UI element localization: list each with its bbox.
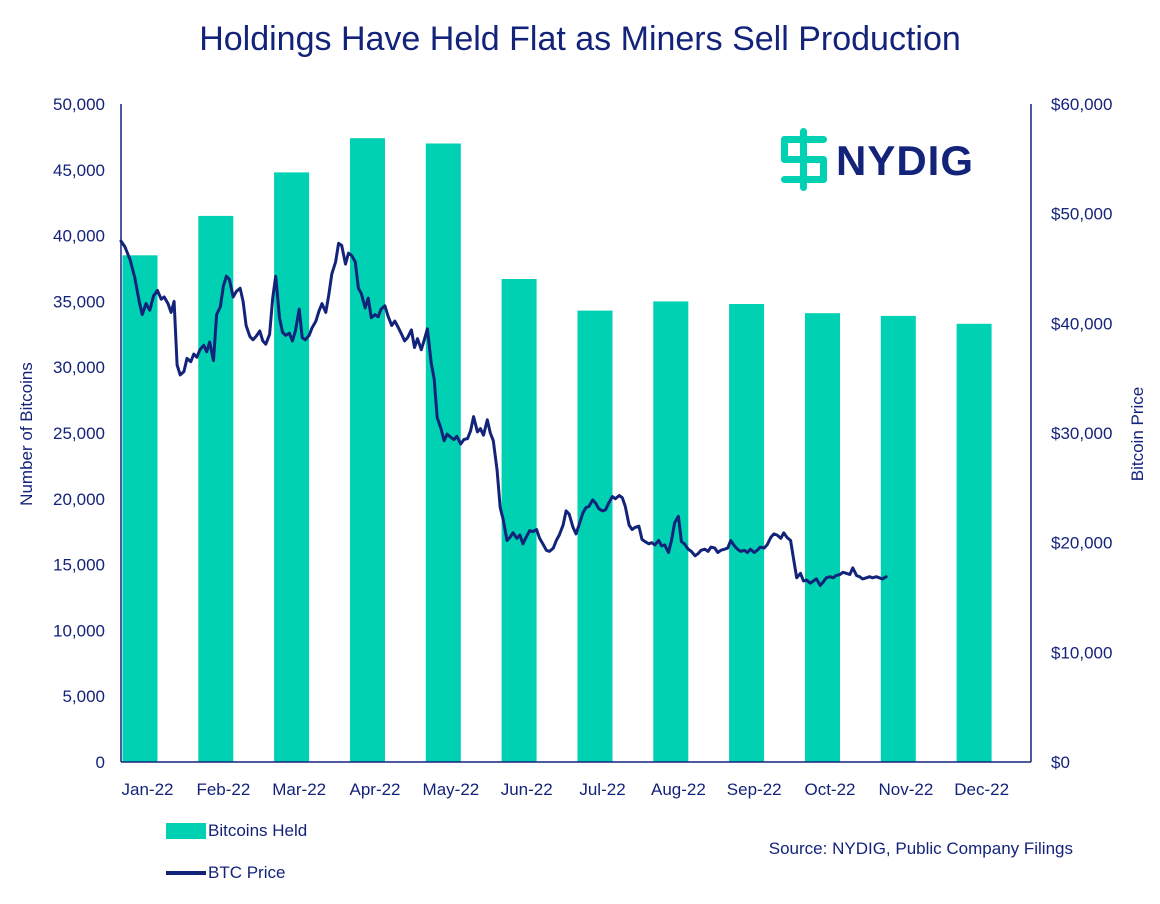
y-right-tick-label: $0 [1051, 753, 1070, 772]
x-tick-label-aug-22: Aug-22 [651, 780, 706, 799]
x-tick-label-apr-22: Apr-22 [349, 780, 400, 799]
x-tick-label-jan-22: Jan-22 [122, 780, 174, 799]
y-left-tick-label: 25,000 [53, 424, 105, 443]
y-left-tick-label: 5,000 [62, 687, 105, 706]
x-tick-label-mar-22: Mar-22 [272, 780, 326, 799]
y-left-tick-label: 0 [96, 753, 105, 772]
bar-nov-22 [880, 315, 916, 762]
x-tick-label-sep-22: Sep-22 [727, 780, 782, 799]
bar-oct-22 [805, 313, 840, 762]
x-tick-label-nov-22: Nov-22 [878, 780, 933, 799]
btc-price-line [119, 239, 888, 587]
legend-label-bitcoins-held: Bitcoins Held [208, 821, 307, 840]
y-right-tick-label: $10,000 [1051, 643, 1112, 662]
bar-feb-22 [198, 215, 234, 762]
bar-jan-22 [122, 255, 158, 763]
bar-dec-22 [956, 323, 992, 762]
y-left-tick-label: 20,000 [53, 490, 105, 509]
y-right-tick-label: $30,000 [1051, 424, 1112, 443]
x-tick-label-may-22: May-22 [423, 780, 480, 799]
y-right-tick-label: $50,000 [1051, 205, 1112, 224]
nydig-logo-mark-icon [781, 128, 827, 191]
legend: Bitcoins Held BTC Price [166, 821, 307, 882]
axes-layer [120, 104, 1032, 763]
ticks-layer: 0 5,000 10,000 15,000 20,000 25,000 30,000 35,0… [53, 95, 1112, 799]
nydig-logo-text: NYDIG [836, 137, 974, 184]
y-left-tick-label: 45,000 [53, 161, 105, 180]
bar-mar-22 [274, 172, 310, 762]
chart-title: Holdings Have Held Flat as Miners Sell P… [199, 20, 961, 58]
nydig-logo: NYDIG [781, 128, 974, 191]
x-tick-label-jul-22: Jul-22 [579, 780, 625, 799]
y-right-tick-label: $40,000 [1051, 314, 1112, 333]
x-tick-label-feb-22: Feb-22 [196, 780, 250, 799]
bar-may-22 [425, 143, 461, 762]
y-right-tick-label: $20,000 [1051, 534, 1112, 553]
y-right-axis-label: Bitcoin Price [1128, 387, 1147, 481]
y-right-tick-label: $60,000 [1051, 95, 1112, 114]
y-left-tick-label: 15,000 [53, 556, 105, 575]
source-note: Source: NYDIG, Public Company Filings [769, 839, 1073, 858]
y-left-tick-label: 35,000 [53, 292, 105, 311]
x-tick-label-jun-22: Jun-22 [501, 780, 553, 799]
bar-apr-22 [350, 138, 385, 762]
y-left-axis-label: Number of Bitcoins [17, 362, 36, 506]
y-left-tick-label: 30,000 [53, 358, 105, 377]
bar-jun-22 [501, 279, 537, 762]
bar-sep-22 [729, 304, 765, 762]
x-tick-label-dec-22: Dec-22 [954, 780, 1009, 799]
bar-aug-22 [653, 301, 689, 762]
y-left-tick-label: 50,000 [53, 95, 105, 114]
price-line-layer [119, 239, 888, 587]
y-left-tick-label: 40,000 [53, 227, 105, 246]
x-tick-label-oct-22: Oct-22 [804, 780, 855, 799]
legend-swatch-bitcoins-held [166, 823, 206, 839]
legend-label-btc-price: BTC Price [208, 863, 285, 882]
bar-jul-22 [577, 310, 613, 762]
y-left-tick-label: 10,000 [53, 621, 105, 640]
bars-layer [122, 138, 992, 763]
